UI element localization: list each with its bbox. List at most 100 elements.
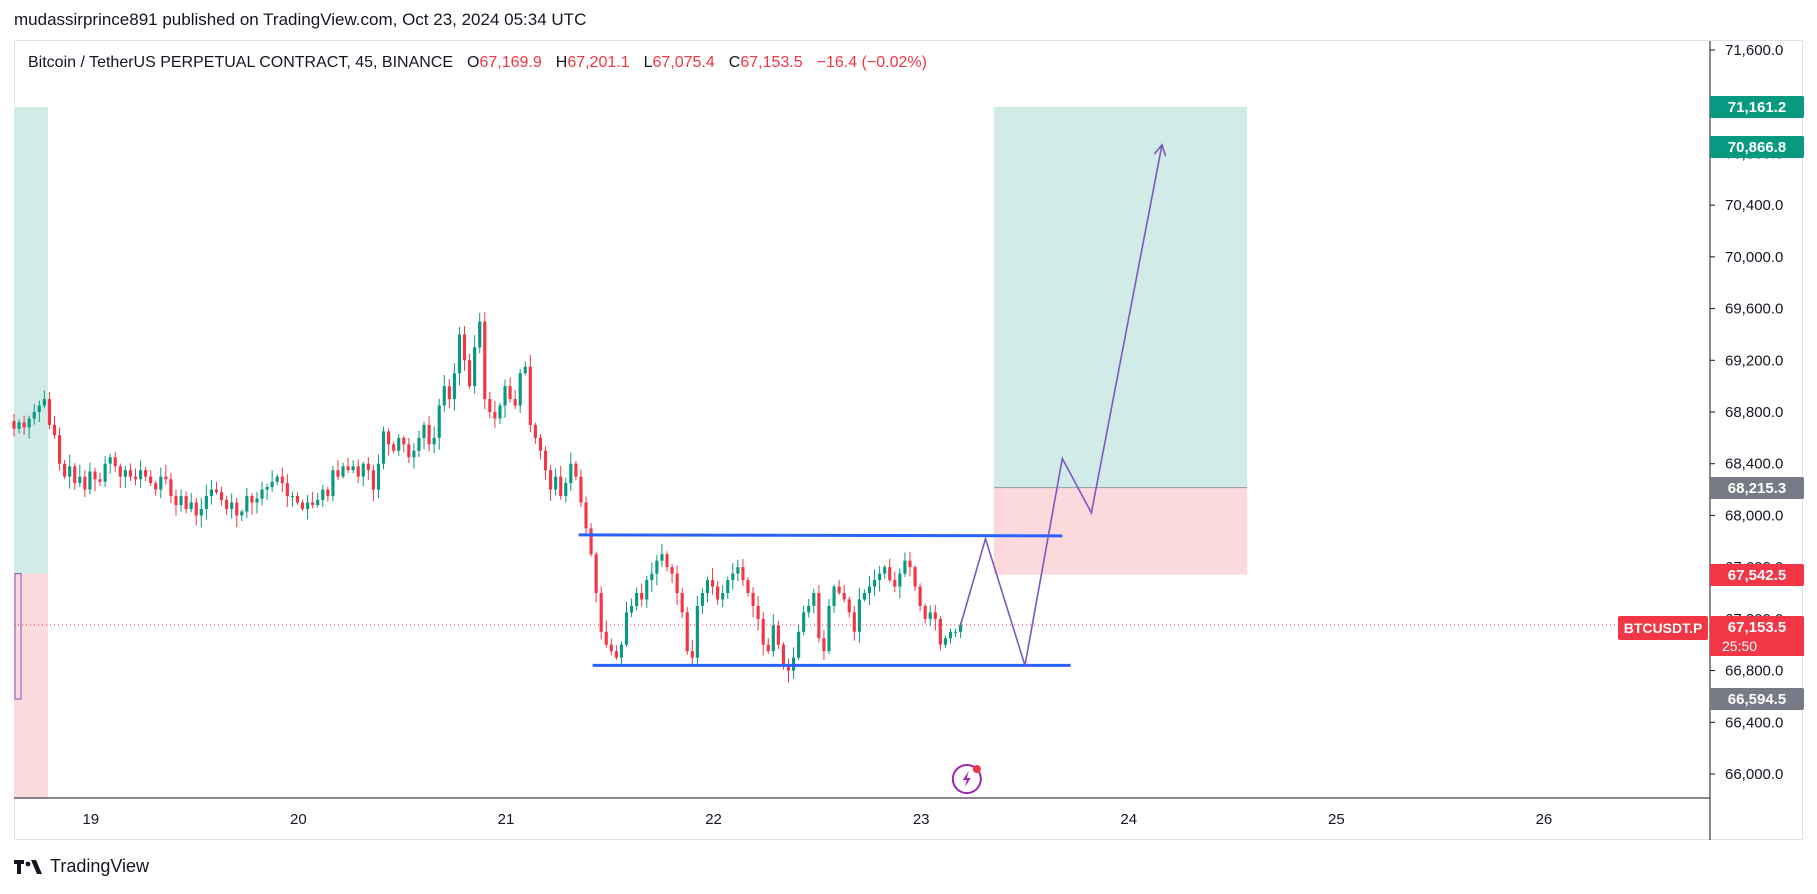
- tradingview-branding[interactable]: TradingView: [14, 856, 149, 877]
- symbol-header[interactable]: Bitcoin / TetherUS PERPETUAL CONTRACT, 4…: [28, 54, 927, 72]
- candle-body: [579, 476, 583, 503]
- candle-body: [498, 405, 502, 419]
- candle-body: [169, 479, 173, 497]
- candle-body: [280, 476, 284, 484]
- candle-body: [903, 560, 907, 574]
- candle: [761, 612, 765, 656]
- candle: [214, 481, 219, 495]
- candle: [108, 453, 112, 474]
- candle-body: [493, 412, 497, 419]
- candle-body: [599, 593, 603, 632]
- candle: [204, 484, 208, 520]
- candle-body: [665, 554, 669, 568]
- candle-body: [655, 560, 659, 574]
- candle-body: [619, 644, 624, 658]
- candle-body: [518, 373, 522, 406]
- candle-body: [523, 366, 527, 374]
- lightning-bolt: [962, 771, 971, 787]
- candle-body: [255, 498, 259, 503]
- candle: [741, 558, 745, 586]
- candle: [528, 354, 532, 433]
- candle: [736, 559, 740, 581]
- candle-body: [316, 499, 320, 506]
- candle-body: [184, 496, 188, 509]
- candle: [189, 492, 193, 513]
- candle: [786, 658, 791, 683]
- candle: [478, 312, 482, 354]
- candle: [878, 565, 882, 592]
- candle: [78, 464, 82, 488]
- candle: [705, 576, 710, 603]
- candle: [381, 426, 386, 470]
- candle: [923, 603, 927, 624]
- candle: [47, 391, 52, 430]
- candle: [387, 428, 391, 456]
- candle: [493, 400, 497, 428]
- candle-body: [306, 502, 310, 509]
- candle: [579, 469, 583, 508]
- candle: [407, 437, 411, 464]
- price-tick-label: 70,400.0: [1725, 197, 1783, 214]
- candle-body: [624, 612, 629, 645]
- candle: [953, 628, 958, 638]
- candle-body: [204, 496, 208, 509]
- candle: [508, 377, 512, 403]
- candle: [83, 470, 87, 498]
- candle-body: [68, 466, 72, 477]
- candle-body: [381, 431, 386, 464]
- candle: [624, 601, 629, 647]
- candle-body: [427, 424, 431, 445]
- candle: [306, 495, 310, 520]
- candle: [295, 492, 300, 505]
- candle: [468, 353, 472, 389]
- candle: [518, 369, 522, 413]
- open-value: 67,169.9: [479, 54, 542, 71]
- candle: [128, 463, 132, 482]
- candle-body: [680, 593, 684, 613]
- candle-body: [265, 486, 269, 490]
- candle-body: [331, 470, 335, 497]
- candle: [164, 464, 168, 485]
- time-tick-label: 20: [290, 811, 307, 828]
- candle-body: [214, 489, 219, 493]
- candle-body: [285, 483, 289, 497]
- candle-body: [953, 631, 958, 633]
- candle: [17, 419, 21, 434]
- symbol-title[interactable]: Bitcoin / TetherUS PERPETUAL CONTRACT, 4…: [28, 54, 454, 71]
- candle-body: [103, 463, 107, 482]
- candle-body: [569, 463, 573, 484]
- candle-body: [549, 470, 553, 490]
- candle: [422, 421, 426, 450]
- candle-body: [93, 471, 97, 480]
- candle: [184, 491, 188, 514]
- candle-body: [943, 638, 947, 645]
- price-tick-label: 69,200.0: [1725, 352, 1783, 369]
- candle: [609, 638, 613, 656]
- candle: [513, 390, 517, 410]
- candle-body: [731, 573, 735, 581]
- candle-body: [857, 599, 861, 632]
- candle: [645, 575, 649, 608]
- candle-body: [852, 612, 856, 632]
- candle-body: [872, 580, 877, 587]
- candle: [199, 498, 203, 528]
- candle-body: [275, 476, 279, 482]
- candle-body: [554, 476, 558, 490]
- candle: [726, 576, 730, 599]
- candle-body: [57, 435, 62, 464]
- candle: [265, 483, 269, 500]
- candle: [716, 581, 720, 605]
- candle-body: [609, 644, 613, 652]
- candle: [827, 598, 831, 655]
- candle: [452, 363, 456, 411]
- candle-body: [437, 405, 441, 438]
- candle-body: [78, 476, 82, 484]
- candle: [842, 584, 846, 603]
- candle: [852, 605, 856, 641]
- candle: [376, 454, 381, 499]
- candle-body: [407, 444, 411, 458]
- candle: [908, 551, 912, 577]
- candle: [771, 614, 775, 657]
- time-tick-label: 21: [498, 811, 515, 828]
